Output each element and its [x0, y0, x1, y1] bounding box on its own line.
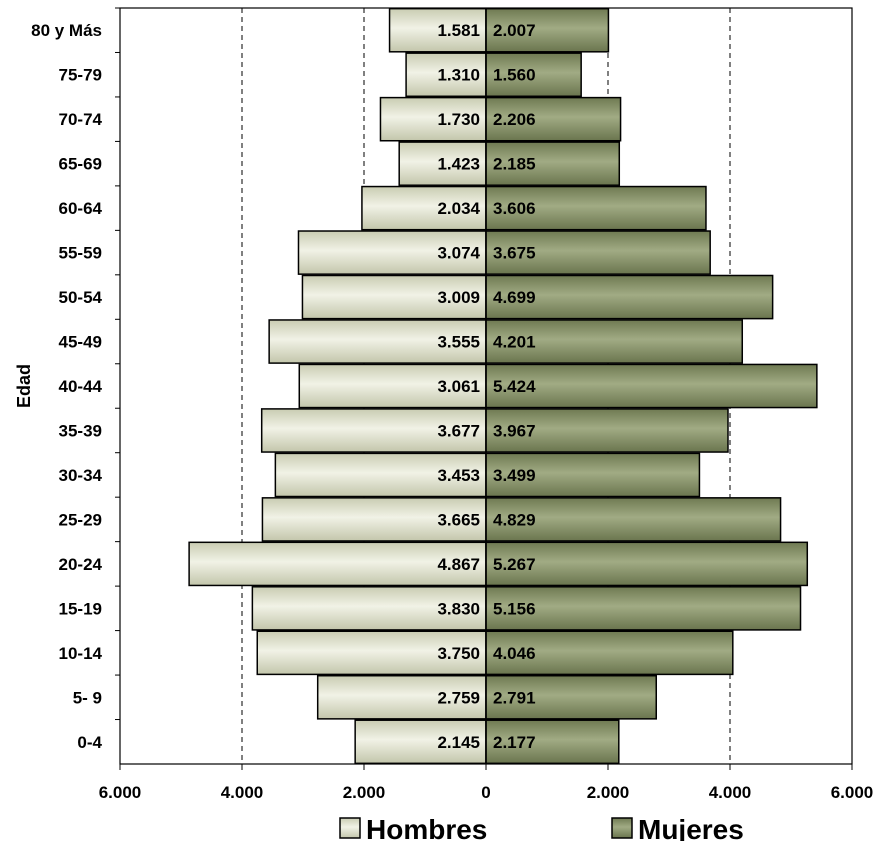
- data-label-hombres: 1.581: [437, 21, 480, 40]
- y-tick-label: 10-14: [59, 644, 103, 663]
- bar-hombres: [298, 363, 487, 409]
- data-label-mujeres: 3.606: [493, 199, 536, 218]
- data-label-hombres: 3.750: [437, 644, 480, 663]
- x-tick-label: 6.000: [99, 783, 142, 802]
- data-label-hombres: 2.034: [437, 199, 480, 218]
- data-label-hombres: 2.759: [437, 688, 480, 707]
- bar-mujeres: [485, 7, 610, 53]
- bar-mujeres: [485, 230, 711, 275]
- data-label-hombres: 3.555: [437, 333, 480, 352]
- data-label-mujeres: 3.499: [493, 466, 536, 485]
- data-label-mujeres: 5.156: [493, 599, 536, 618]
- bar-hombres: [261, 497, 487, 542]
- x-tick-label: 0: [481, 783, 490, 802]
- data-label-mujeres: 2.185: [493, 155, 536, 174]
- data-label-hombres: 4.867: [437, 555, 480, 574]
- data-label-mujeres: 2.007: [493, 21, 536, 40]
- data-label-mujeres: 5.267: [493, 555, 536, 574]
- data-label-mujeres: 3.675: [493, 244, 536, 263]
- data-label-mujeres: 4.201: [493, 333, 536, 352]
- legend-swatch-mujeres: [611, 817, 633, 839]
- bar-mujeres: [485, 408, 729, 453]
- bar-hombres: [256, 630, 487, 676]
- bar-mujeres: [485, 630, 734, 676]
- data-label-hombres: 1.423: [437, 155, 480, 174]
- bar-mujeres: [485, 497, 782, 542]
- bar-hombres: [361, 185, 487, 231]
- data-label-mujeres: 2.177: [493, 733, 536, 752]
- data-label-hombres: 3.665: [437, 510, 480, 529]
- x-tick-label: 2.000: [343, 783, 386, 802]
- bar-mujeres: [485, 319, 744, 364]
- y-tick-label: 55-59: [59, 244, 102, 263]
- y-tick-label: 25-29: [59, 510, 102, 529]
- bars: [188, 7, 818, 765]
- data-label-hombres: 3.009: [437, 288, 480, 307]
- data-label-hombres: 3.074: [437, 244, 480, 263]
- data-label-hombres: 2.145: [437, 733, 480, 752]
- y-tick-label: 20-24: [59, 555, 103, 574]
- data-label-mujeres: 4.046: [493, 644, 536, 663]
- bar-hombres: [379, 96, 487, 142]
- y-tick-label: 75-79: [59, 66, 102, 85]
- x-tick-label: 4.000: [709, 783, 752, 802]
- bar-mujeres: [485, 541, 809, 587]
- bar-hombres: [388, 7, 487, 53]
- bar-mujeres: [485, 452, 701, 498]
- data-label-mujeres: 3.967: [493, 421, 536, 440]
- data-label-mujeres: 4.829: [493, 510, 536, 529]
- data-label-hombres: 3.830: [437, 599, 480, 618]
- y-tick-label: 5- 9: [73, 688, 102, 707]
- bar-mujeres: [485, 274, 774, 320]
- bar-hombres: [260, 408, 487, 453]
- x-tick-label: 4.000: [221, 783, 264, 802]
- data-label-hombres: 3.061: [437, 377, 480, 396]
- bar-hombres: [316, 674, 487, 720]
- axes: 6.000 4.000 2.000 0 2.000 4.000 6.000 Edad: [14, 8, 873, 802]
- bar-mujeres: [485, 141, 621, 186]
- y-tick-label: 65-69: [59, 155, 102, 174]
- legend-label-hombres: Hombres: [366, 814, 487, 841]
- legend: Hombres Mujeres: [339, 814, 744, 841]
- bar-labels: 1.581 2.007 80 y Más 1.310 1.560 75-79 1.730 2.…: [31, 7, 536, 752]
- bar-hombres: [297, 230, 487, 275]
- data-label-hombres: 1.310: [437, 66, 480, 85]
- bar-hombres: [188, 541, 487, 587]
- bar-hombres: [251, 586, 487, 631]
- y-axis-title: Edad: [14, 364, 34, 408]
- x-tick-label: 6.000: [831, 783, 874, 802]
- y-tick-label: 35-39: [59, 421, 102, 440]
- bar-mujeres: [485, 363, 818, 409]
- bar-hombres: [301, 274, 487, 320]
- bar-mujeres: [485, 96, 622, 142]
- bar-hombres: [354, 719, 487, 765]
- y-tick-label: 0-4: [77, 733, 102, 752]
- y-tick-label: 30-34: [59, 466, 103, 485]
- data-label-hombres: 3.677: [437, 421, 480, 440]
- bar-mujeres: [485, 586, 802, 631]
- y-tick-label: 40-44: [59, 377, 103, 396]
- legend-label-mujeres: Mujeres: [638, 814, 744, 841]
- legend-swatch-hombres: [339, 817, 361, 839]
- y-tick-label: 45-49: [59, 333, 102, 352]
- y-tick-label: 15-19: [59, 599, 102, 618]
- y-tick-label: 50-54: [59, 288, 103, 307]
- data-label-hombres: 1.730: [437, 110, 480, 129]
- data-label-mujeres: 1.560: [493, 66, 536, 85]
- data-label-mujeres: 4.699: [493, 288, 536, 307]
- bar-hombres: [274, 452, 487, 498]
- y-tick-label: 60-64: [59, 199, 103, 218]
- bar-hombres: [405, 52, 487, 98]
- data-label-mujeres: 2.206: [493, 110, 536, 129]
- y-tick-label: 80 y Más: [31, 21, 102, 40]
- x-tick-label: 2.000: [587, 783, 630, 802]
- bar-mujeres: [485, 674, 658, 720]
- data-label-mujeres: 2.791: [493, 688, 536, 707]
- data-label-hombres: 3.453: [437, 466, 480, 485]
- y-tick-label: 70-74: [59, 110, 103, 129]
- data-label-mujeres: 5.424: [493, 377, 536, 396]
